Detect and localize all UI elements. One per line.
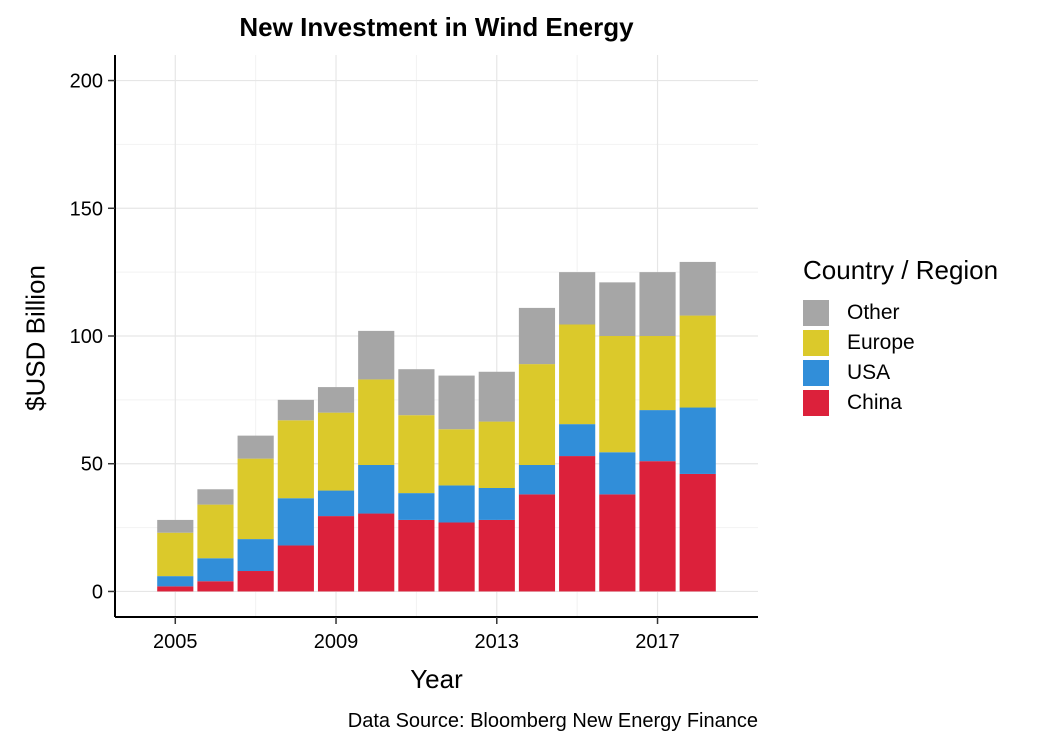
bar-europe-2006 [197, 504, 234, 559]
bar-usa-2011 [398, 493, 435, 520]
bar-other-2016 [599, 282, 636, 336]
x-axis-label: Year [410, 664, 463, 694]
legend-item-europe: Europe [803, 328, 998, 358]
legend-swatch [803, 330, 829, 356]
legend-title: Country / Region [803, 255, 999, 285]
bar-china-2008 [277, 545, 314, 592]
y-tick-label: 100 [70, 326, 103, 348]
y-tick-label: 200 [70, 71, 103, 93]
bar-other-2006 [197, 489, 234, 505]
legend-swatch [803, 360, 829, 386]
bar-europe-2012 [438, 429, 475, 486]
legend-label: Europe [847, 331, 915, 354]
bar-china-2010 [358, 513, 395, 592]
legend-item-usa: USA [803, 358, 998, 388]
bar-usa-2005 [157, 576, 194, 587]
legend-swatch [803, 390, 829, 416]
bar-china-2005 [157, 586, 194, 592]
bar-china-2015 [559, 456, 596, 592]
bar-europe-2018 [679, 315, 716, 408]
bar-europe-2010 [358, 379, 395, 466]
bar-europe-2016 [599, 336, 636, 453]
bar-other-2008 [277, 399, 314, 421]
x-tick-label: 2013 [475, 631, 520, 653]
bar-china-2016 [599, 494, 636, 592]
bar-usa-2012 [438, 485, 475, 523]
bar-china-2006 [197, 581, 234, 592]
data-source-caption: Data Source: Bloomberg New Energy Financ… [347, 710, 758, 732]
bar-other-2012 [438, 375, 475, 430]
bar-europe-2013 [478, 421, 515, 488]
bar-europe-2008 [277, 420, 314, 499]
legend-label: China [847, 391, 902, 414]
legend-item-other: Other [803, 298, 998, 328]
bar-china-2011 [398, 519, 435, 592]
bar-china-2018 [679, 473, 716, 592]
bar-china-2012 [438, 522, 475, 592]
bar-usa-2008 [277, 498, 314, 546]
y-tick-label: 0 [92, 581, 103, 603]
chart-title: New Investment in Wind Energy [239, 12, 634, 42]
bar-usa-2010 [358, 465, 395, 514]
bar-other-2007 [237, 435, 274, 459]
bar-europe-2011 [398, 415, 435, 494]
bar-usa-2017 [639, 410, 676, 462]
bar-china-2014 [518, 494, 556, 592]
x-tick-label: 2009 [314, 631, 359, 653]
bar-usa-2006 [197, 558, 234, 582]
bar-other-2017 [639, 272, 676, 336]
bar-usa-2013 [478, 487, 515, 520]
y-tick-label: 150 [70, 198, 103, 220]
bar-europe-2005 [157, 532, 194, 577]
bar-china-2007 [237, 571, 274, 592]
legend-label: USA [847, 361, 891, 384]
legend-items: Other Europe USA China [803, 298, 998, 418]
bar-europe-2017 [639, 336, 676, 411]
bar-other-2011 [398, 369, 435, 416]
bar-other-2010 [358, 330, 395, 380]
bar-other-2015 [559, 272, 596, 325]
bar-usa-2009 [317, 490, 355, 517]
bar-other-2013 [478, 371, 515, 422]
bar-usa-2014 [518, 465, 556, 495]
bar-china-2013 [478, 519, 515, 592]
bar-europe-2007 [237, 458, 274, 540]
bar-china-2009 [317, 516, 355, 592]
bar-europe-2015 [559, 324, 596, 425]
bar-other-2014 [518, 307, 556, 365]
bar-europe-2014 [518, 364, 556, 466]
bar-other-2009 [317, 387, 355, 413]
bar-usa-2015 [559, 424, 596, 457]
x-tick-label: 2017 [635, 631, 680, 653]
legend-label: Other [847, 301, 900, 324]
bar-usa-2016 [599, 452, 636, 495]
bar-china-2017 [639, 461, 676, 592]
bar-usa-2018 [679, 407, 716, 474]
legend: Country / Region Other Europe USA China [803, 255, 998, 418]
legend-swatch [803, 300, 829, 326]
legend-item-china: China [803, 388, 998, 418]
y-tick-label: 50 [81, 454, 103, 476]
bar-usa-2007 [237, 539, 274, 572]
bar-europe-2009 [317, 412, 355, 491]
bar-other-2005 [157, 519, 194, 533]
x-tick-label: 2005 [153, 631, 198, 653]
bar-other-2018 [679, 261, 716, 316]
